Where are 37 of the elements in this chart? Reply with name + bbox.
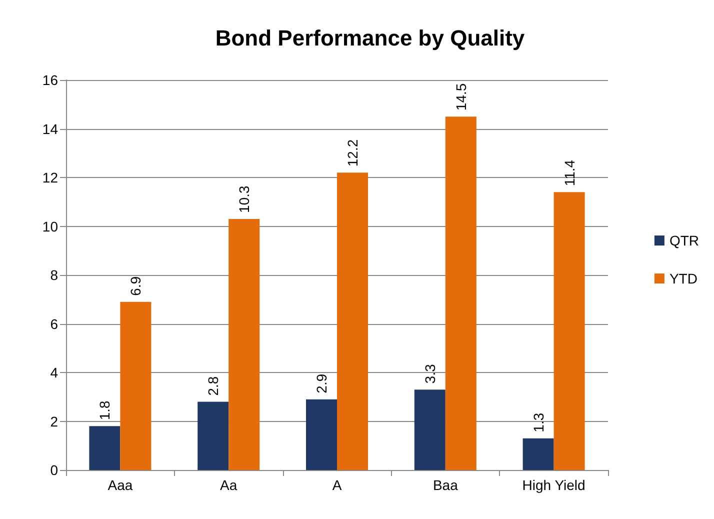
data-label: 3.3 bbox=[422, 364, 438, 384]
bar bbox=[306, 399, 337, 470]
x-tick-label: High Yield bbox=[522, 477, 586, 493]
y-tick-label: 16 bbox=[42, 72, 58, 88]
bar bbox=[89, 426, 120, 470]
data-label: 10.3 bbox=[236, 185, 252, 213]
bar bbox=[414, 390, 446, 470]
y-tick-label: 4 bbox=[50, 364, 58, 380]
y-tick-label: 14 bbox=[42, 120, 58, 137]
data-label: 1.8 bbox=[96, 400, 113, 420]
data-label: 2.8 bbox=[205, 376, 222, 396]
bar bbox=[554, 192, 585, 470]
y-tick-label: 12 bbox=[42, 170, 58, 186]
bar bbox=[228, 218, 260, 470]
bar bbox=[337, 172, 368, 470]
y-tick-label: 0 bbox=[50, 462, 58, 478]
legend-label: QTR bbox=[669, 232, 700, 248]
data-label: 12.2 bbox=[344, 139, 360, 167]
bar bbox=[522, 438, 554, 470]
bar bbox=[445, 116, 476, 470]
y-tick-label: 6 bbox=[50, 316, 58, 332]
y-tick-label: 8 bbox=[50, 267, 58, 283]
data-label: 2.9 bbox=[314, 374, 330, 394]
legend-label: YTD bbox=[669, 270, 698, 286]
data-label: 11.4 bbox=[561, 160, 578, 186]
x-tick-label: Baa bbox=[432, 477, 458, 493]
data-label: 6.9 bbox=[128, 276, 144, 296]
x-tick-label: Aaa bbox=[108, 477, 133, 493]
chart-title: Bond Performance by Quality bbox=[215, 26, 526, 50]
bar bbox=[198, 402, 229, 470]
data-label: 14.5 bbox=[452, 83, 469, 111]
data-label: 1.3 bbox=[530, 412, 546, 432]
x-tick-label: Aa bbox=[220, 477, 238, 493]
y-tick-label: 2 bbox=[50, 413, 58, 430]
x-tick-label: A bbox=[332, 477, 342, 493]
bar bbox=[120, 302, 152, 470]
y-tick-label: 10 bbox=[42, 218, 58, 234]
